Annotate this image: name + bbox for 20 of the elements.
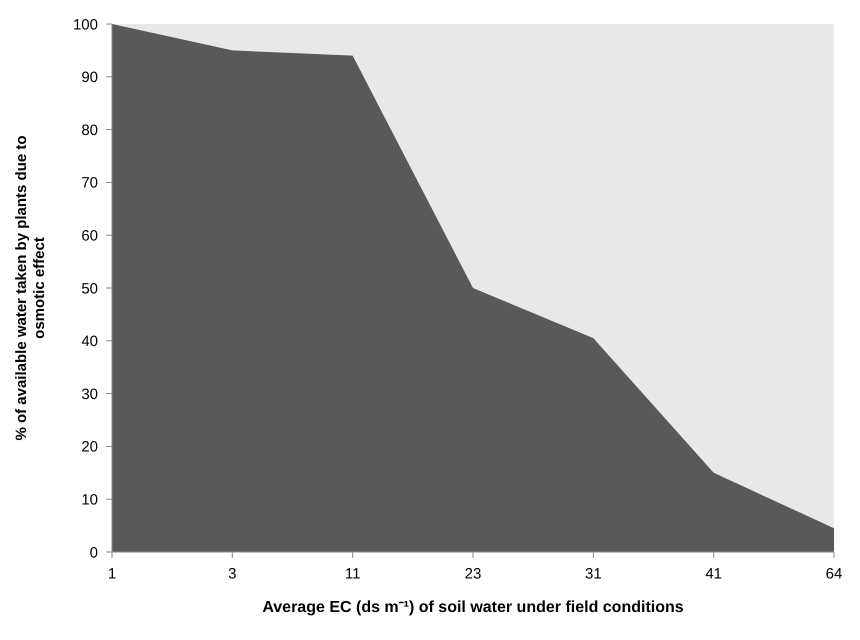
y-tick-label: 100 bbox=[72, 16, 98, 34]
x-tick-label: 3 bbox=[228, 566, 237, 583]
x-tick-label: 11 bbox=[344, 566, 360, 583]
x-tick-label: 64 bbox=[826, 566, 842, 583]
y-tick-label: 70 bbox=[81, 174, 98, 192]
y-tick-label: 80 bbox=[81, 122, 98, 139]
y-tick-label: 30 bbox=[81, 386, 98, 403]
y-tick-label: 0 bbox=[90, 544, 98, 562]
y-tick-label: 10 bbox=[81, 492, 98, 509]
y-tick-label: 90 bbox=[81, 69, 98, 86]
x-tick-label: 31 bbox=[584, 566, 602, 583]
y-tick-label: 40 bbox=[81, 333, 98, 350]
x-axis-title: Average EC (ds m⁻¹) of soil water under field conditions bbox=[262, 599, 684, 616]
y-tick-label: 60 bbox=[81, 228, 98, 245]
x-tick-label: 41 bbox=[705, 566, 722, 583]
y-tick-label: 50 bbox=[81, 280, 98, 298]
x-tick-label: 23 bbox=[464, 566, 482, 583]
y-axis-title: % of available water taken by plants due to osmotic effect bbox=[13, 135, 48, 441]
y-tick-label: 20 bbox=[81, 438, 98, 456]
x-tick-label: 1 bbox=[108, 566, 116, 583]
